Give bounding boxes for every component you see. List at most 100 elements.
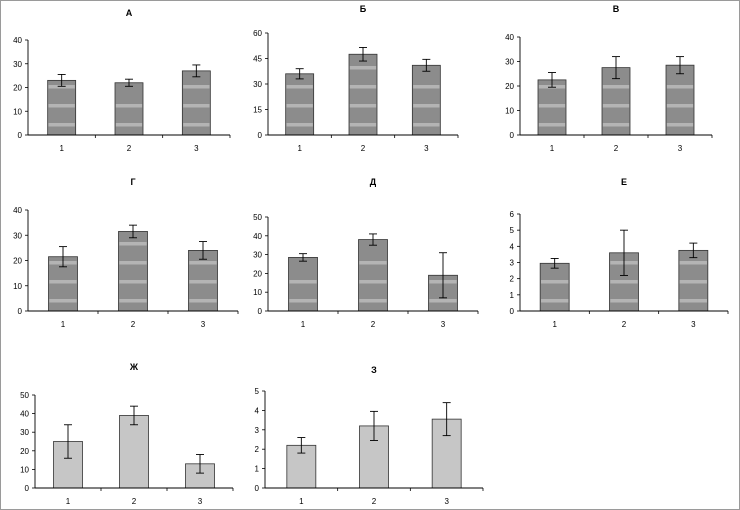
bar-stripe bbox=[666, 123, 694, 127]
y-tick-label: 10 bbox=[505, 107, 514, 116]
bar-stripe bbox=[349, 66, 377, 70]
y-tick-label: 0 bbox=[18, 307, 23, 316]
bar-stripe bbox=[413, 85, 440, 89]
bar-stripe bbox=[359, 299, 387, 303]
y-tick-label: 30 bbox=[505, 58, 514, 67]
bar-stripe bbox=[666, 104, 694, 108]
x-tick-label: 1 bbox=[297, 144, 302, 153]
x-tick-label: 2 bbox=[622, 320, 627, 329]
bar-stripe bbox=[189, 299, 217, 303]
bar-stripe bbox=[49, 280, 77, 284]
bar-stripe bbox=[602, 123, 630, 127]
bar bbox=[185, 463, 215, 489]
bar-stripe bbox=[429, 299, 457, 303]
bar-stripe bbox=[413, 104, 440, 108]
bar-stripe bbox=[119, 299, 147, 303]
x-tick-label: 2 bbox=[614, 144, 619, 153]
y-tick-label: 2 bbox=[255, 445, 260, 454]
bar-stripe bbox=[413, 123, 440, 127]
y-tick-label: 5 bbox=[510, 226, 515, 235]
y-tick-label: 10 bbox=[20, 465, 29, 474]
x-tick-label: 1 bbox=[59, 144, 64, 153]
y-tick-label: 3 bbox=[255, 426, 260, 435]
bar-stripe bbox=[115, 123, 143, 127]
bar-stripe bbox=[540, 299, 569, 303]
y-tick-label: 4 bbox=[255, 406, 260, 415]
chart-title: Б bbox=[360, 4, 367, 14]
chart-title: Ж bbox=[129, 362, 139, 372]
bar-stripe bbox=[183, 104, 210, 108]
x-tick-label: 3 bbox=[201, 320, 206, 329]
bar-stripe bbox=[538, 123, 566, 127]
y-tick-label: 0 bbox=[258, 307, 263, 316]
x-tick-label: 3 bbox=[194, 144, 199, 153]
bar-stripe bbox=[48, 123, 75, 127]
bar-stripe bbox=[602, 85, 630, 89]
y-tick-label: 5 bbox=[255, 387, 260, 396]
x-tick-label: 1 bbox=[66, 497, 71, 506]
x-tick-label: 1 bbox=[299, 497, 304, 506]
bar bbox=[47, 79, 77, 136]
bar-stripe bbox=[666, 85, 694, 89]
bar-stripe bbox=[610, 280, 638, 284]
bar-stripe bbox=[119, 261, 147, 265]
x-tick-label: 3 bbox=[444, 497, 449, 506]
y-tick-label: 40 bbox=[253, 232, 262, 241]
bar bbox=[288, 257, 318, 312]
bar-stripe bbox=[289, 299, 317, 303]
bar-stripe bbox=[679, 261, 708, 265]
y-tick-label: 20 bbox=[13, 257, 22, 266]
bar-stripe bbox=[679, 280, 708, 284]
x-tick-label: 1 bbox=[61, 320, 66, 329]
y-tick-label: 1 bbox=[255, 465, 260, 474]
y-tick-label: 15 bbox=[253, 106, 262, 115]
y-tick-label: 30 bbox=[253, 251, 262, 260]
y-tick-label: 30 bbox=[13, 231, 22, 240]
y-tick-label: 20 bbox=[253, 269, 262, 278]
y-tick-label: 50 bbox=[20, 391, 29, 400]
bar-stripe bbox=[289, 280, 317, 284]
bar-stripe bbox=[189, 261, 217, 265]
bar-stripe bbox=[115, 104, 143, 108]
x-tick-label: 1 bbox=[301, 320, 306, 329]
y-tick-label: 50 bbox=[253, 213, 262, 222]
bar-stripe bbox=[349, 104, 377, 108]
x-tick-label: 2 bbox=[372, 497, 377, 506]
bar-stripe bbox=[189, 280, 217, 284]
chart-panel-e: Е 0 1 2 3 4 5 6 1 2 3 bbox=[510, 177, 729, 329]
y-tick-label: 0 bbox=[255, 484, 260, 493]
x-tick-label: 2 bbox=[127, 144, 132, 153]
bar-stripe bbox=[349, 123, 377, 127]
bar bbox=[539, 262, 570, 312]
chart-panel-g: Г 0 10 20 30 40 1 2 3 bbox=[13, 177, 239, 329]
bar-stripe bbox=[48, 104, 75, 108]
y-tick-label: 60 bbox=[253, 29, 262, 38]
chart-panel-b: Б 0 15 30 45 60 1 2 3 bbox=[253, 4, 459, 153]
y-tick-label: 0 bbox=[258, 131, 263, 140]
chart-title: Д bbox=[370, 177, 377, 187]
x-tick-label: 2 bbox=[371, 320, 376, 329]
y-tick-label: 2 bbox=[510, 275, 515, 284]
x-tick-label: 2 bbox=[361, 144, 366, 153]
chart-title: З bbox=[371, 365, 377, 375]
y-tick-label: 30 bbox=[20, 428, 29, 437]
chart-title: Г bbox=[130, 177, 135, 187]
y-tick-label: 40 bbox=[13, 206, 22, 215]
chart-title: В bbox=[613, 4, 620, 14]
chart-title: А bbox=[126, 8, 133, 18]
bar-stripe bbox=[286, 123, 313, 127]
y-tick-label: 6 bbox=[510, 210, 515, 219]
bar-stripe bbox=[183, 123, 210, 127]
bar-stripe bbox=[49, 299, 77, 303]
y-tick-label: 40 bbox=[13, 36, 22, 45]
y-tick-label: 30 bbox=[13, 60, 22, 69]
bar-stripe bbox=[538, 104, 566, 108]
x-tick-label: 1 bbox=[552, 320, 557, 329]
y-tick-label: 3 bbox=[510, 259, 515, 268]
bar-stripe bbox=[286, 104, 313, 108]
bar-stripe bbox=[183, 85, 210, 89]
bar bbox=[119, 415, 149, 489]
chart-panel-zh: Ж 0 10 20 30 40 50 1 2 3 bbox=[20, 362, 234, 506]
bar-stripe bbox=[349, 85, 377, 89]
y-tick-label: 1 bbox=[510, 291, 515, 300]
